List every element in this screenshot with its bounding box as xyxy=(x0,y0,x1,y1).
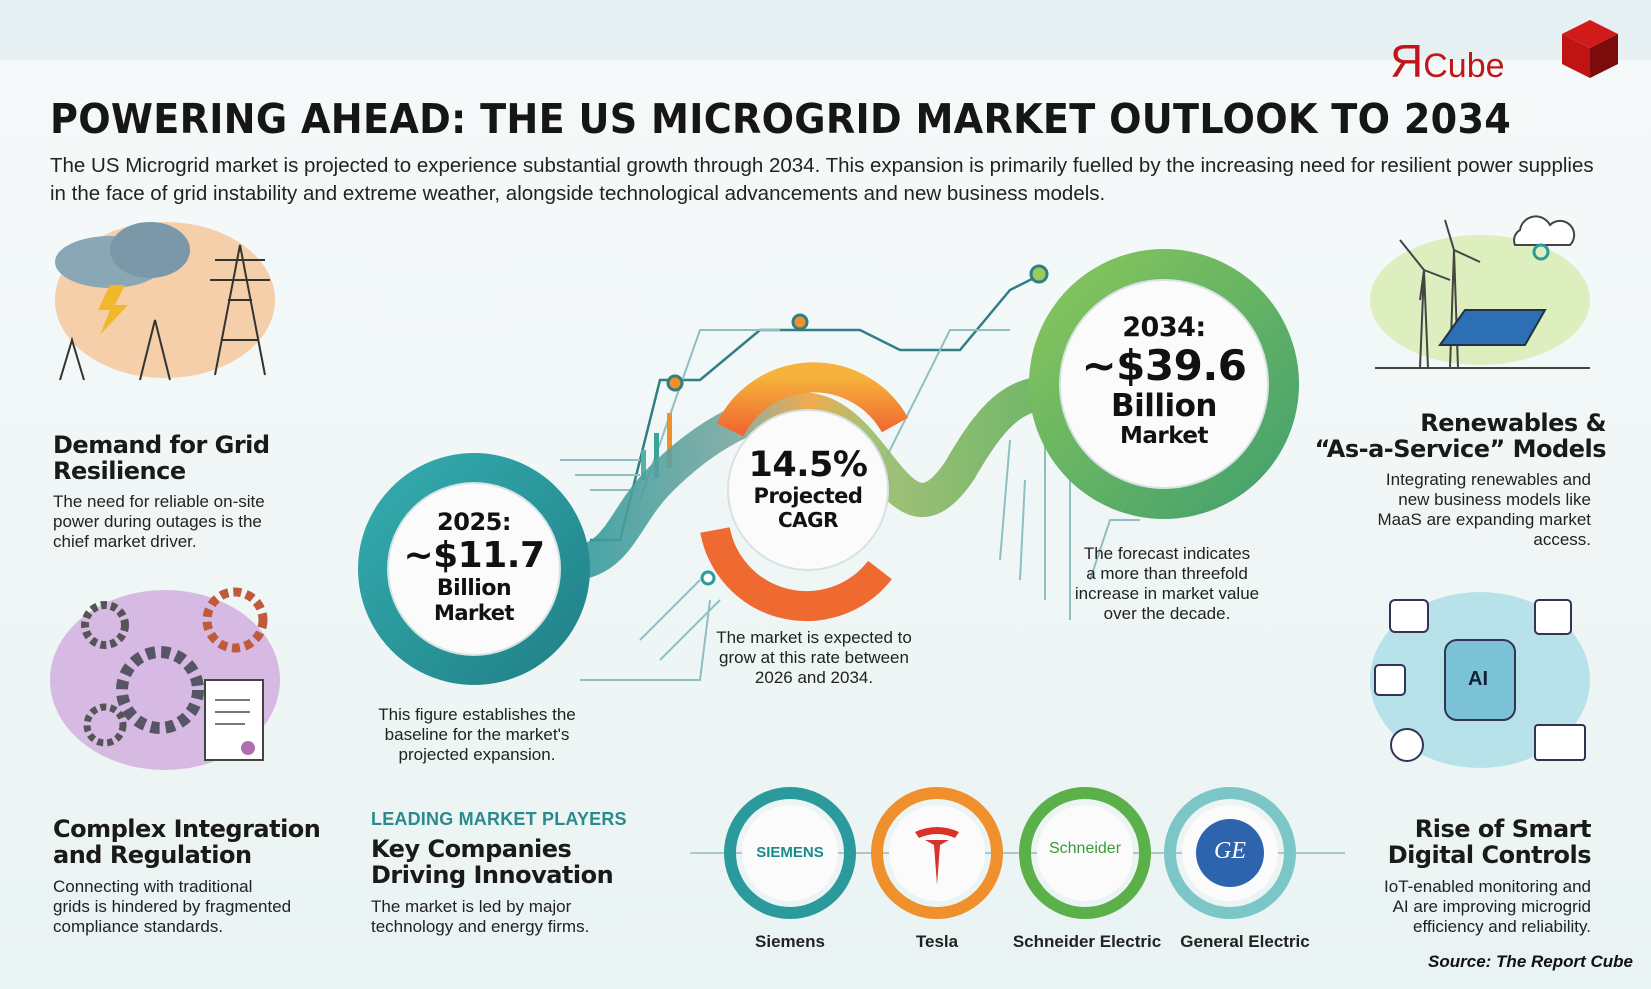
tesla-logo-icon xyxy=(915,827,959,885)
growth-bars-icon xyxy=(641,413,672,480)
page-subtitle: The US Microgrid market is projected to … xyxy=(50,154,1594,205)
players-body: The market is led by major technology an… xyxy=(371,897,590,936)
company-siemens: Siemens xyxy=(755,932,825,951)
gears-document-icon xyxy=(50,587,280,770)
driver-integration-body: Connecting with traditional grids is hin… xyxy=(53,877,292,936)
company-tesla: Tesla xyxy=(915,932,959,951)
players-heading: Key Companies Driving Innovation xyxy=(371,835,614,889)
driver-smart-controls-body: IoT-enabled monitoring and AI are improv… xyxy=(1384,877,1591,936)
ai-brain-icon xyxy=(1370,592,1590,768)
wind-solar-cloud-icon xyxy=(1370,215,1590,369)
caption-cagr: The market is expected to grow at this r… xyxy=(716,628,912,687)
siemens-logo: SIEMENS xyxy=(756,844,824,861)
top-band xyxy=(0,0,1651,60)
source-note: Source: The Report Cube xyxy=(1428,952,1633,971)
driver-grid-resilience-body: The need for reliable on-site power duri… xyxy=(53,492,265,551)
ai-label: AI xyxy=(1468,668,1488,690)
page-title: POWERING AHEAD: THE US MICROGRID MARKET … xyxy=(50,95,1512,143)
logo: ЯCube xyxy=(1390,35,1505,87)
logo-cube-icon xyxy=(1562,20,1618,78)
driver-integration-heading: Complex Integration and Regulation xyxy=(53,815,321,869)
company-rings xyxy=(690,787,1345,919)
company-schneider: Schneider Electric xyxy=(1012,932,1162,951)
circuit-lines xyxy=(560,264,1140,681)
metric-2034: 2034: ~$39.6 Billion Market xyxy=(1081,312,1247,449)
metric-cagr: 14.5% Projected CAGR xyxy=(748,445,868,532)
players-kicker: LEADING MARKET PLAYERS xyxy=(371,809,627,829)
driver-smart-controls-heading: Rise of Smart Digital Controls xyxy=(1387,815,1592,869)
caption-2034: The forecast indicates a more than three… xyxy=(1074,544,1260,623)
caption-2025: This figure establishes the baseline for… xyxy=(378,705,576,764)
schneider-logo: Schneider xyxy=(1048,840,1122,857)
metric-2025: 2025: ~$11.7 Billion Market xyxy=(403,508,545,625)
driver-renewables-body: Integrating renewables and new business … xyxy=(1377,470,1591,549)
storm-power-tower-icon xyxy=(55,222,275,381)
company-ge: General Electric xyxy=(1180,932,1310,951)
driver-grid-resilience-heading: Demand for Grid Resilience xyxy=(53,431,270,485)
ge-logo: GE xyxy=(1214,838,1246,864)
driver-renewables-heading: Renewables & “As-a-Service” Models xyxy=(1314,409,1607,463)
ring-cagr xyxy=(716,362,909,437)
